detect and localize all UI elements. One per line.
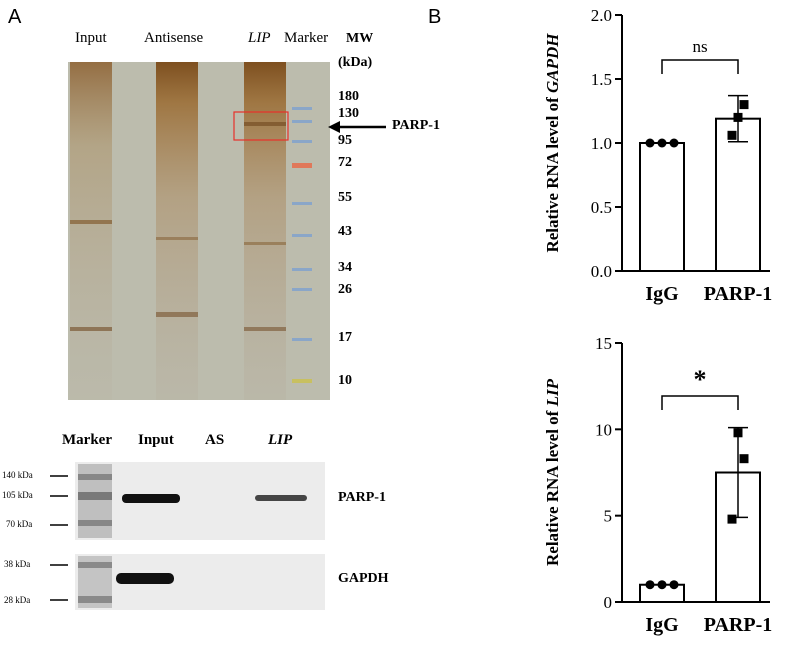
- data-point: [727, 514, 737, 524]
- ladder-label: 105 kDa: [2, 490, 33, 500]
- gel-lane-label-lip: LIP: [248, 30, 271, 46]
- ladder-label: 140 kDa: [2, 470, 33, 480]
- significance-label: ns: [692, 37, 707, 56]
- y-tick-label: 1.5: [591, 70, 612, 89]
- chart-gapdh: Relative RNA level of GAPDH 0.0 0.5 1.0 1.5 2…: [543, 6, 773, 305]
- silver-stained-gel: [68, 62, 330, 400]
- mw-tick: 55: [338, 190, 352, 205]
- gel-lane-lip: [244, 62, 286, 400]
- mw-header: MW: [346, 31, 374, 46]
- mw-tick: 34: [338, 260, 352, 275]
- wb-marker-smear: [78, 464, 112, 538]
- data-point: [739, 100, 749, 110]
- y-tick-label: 0.0: [591, 262, 612, 281]
- wb-band-gapdh-input: [116, 573, 174, 584]
- data-point: [645, 138, 655, 148]
- x-tick-label: PARP-1: [704, 283, 773, 305]
- wb-band-lip: [255, 495, 307, 501]
- x-tick-label: IgG: [645, 283, 679, 305]
- y-tick-label: 1.0: [591, 134, 612, 153]
- wb-parp1-blot: [50, 462, 325, 540]
- wb-membrane: [75, 554, 325, 610]
- significance-bracket: [661, 59, 739, 74]
- wb-lane-label-lip: LIP: [268, 432, 293, 448]
- data-point: [733, 428, 743, 438]
- wb-lane-label-input: Input: [138, 432, 174, 448]
- data-point: [645, 580, 655, 590]
- gel-lane-antisense: [156, 62, 198, 400]
- ladder-label: 38 kDa: [4, 559, 31, 569]
- gel-marker-lane: [292, 107, 312, 383]
- significance-bracket: [661, 395, 739, 410]
- significance-label: *: [694, 365, 707, 394]
- mw-tick: 130: [338, 106, 359, 121]
- bar: [715, 117, 761, 273]
- y-axis-title: Relative RNA level of LIP: [543, 378, 562, 566]
- parp1-arrow-icon: [328, 121, 386, 133]
- wb-blot-label-gapdh: GAPDH: [338, 571, 389, 586]
- y-tick-label: 5: [604, 507, 613, 526]
- gel-lane-label-marker: Marker: [284, 30, 329, 46]
- data-point: [669, 138, 679, 148]
- y-axis-title-gene: LIP: [543, 378, 562, 407]
- y-axis-title-text: Relative RNA level of: [543, 406, 562, 566]
- ladder-label: 70 kDa: [6, 519, 33, 529]
- gel-lane-input: [70, 62, 112, 400]
- panel-letter-b: B: [428, 6, 442, 28]
- panel-letter-a: A: [8, 6, 22, 28]
- data-point: [669, 580, 679, 590]
- data-point: [657, 580, 667, 590]
- mw-tick: 72: [338, 155, 352, 170]
- data-point: [739, 454, 749, 464]
- data-point: [727, 130, 737, 140]
- y-tick-label: 10: [595, 420, 612, 439]
- bar: [639, 142, 685, 272]
- wb-blot-label-parp1: PARP-1: [338, 490, 386, 505]
- data-point: [657, 138, 667, 148]
- mw-tick: 180: [338, 89, 359, 104]
- data-point: [733, 112, 743, 122]
- mw-tick: 17: [338, 330, 352, 345]
- y-axis-title: Relative RNA level of GAPDH: [543, 33, 562, 253]
- wb-lane-label-marker: Marker: [62, 432, 112, 448]
- gel-lane-label-input: Input: [75, 30, 107, 46]
- wb-band-input: [122, 494, 180, 503]
- y-tick-label: 0.5: [591, 198, 612, 217]
- mw-tick: 95: [338, 133, 352, 148]
- wb-marker-smear: [78, 556, 112, 608]
- gel-lane-label-antisense: Antisense: [144, 30, 204, 46]
- y-tick-label: 0: [604, 593, 613, 612]
- wb-gapdh-blot: [50, 554, 325, 610]
- mw-tick: 43: [338, 224, 352, 239]
- mw-tick: 26: [338, 282, 352, 297]
- mw-tick: 10: [338, 373, 352, 388]
- gel-band-pattern: [70, 122, 286, 331]
- y-axis-title-text: Relative RNA level of: [543, 93, 562, 253]
- x-tick-label: PARP-1: [704, 614, 773, 636]
- chart-lip: Relative RNA level of LIP 0 5 10 15 IgG PARP-1…: [543, 334, 773, 636]
- y-tick-label: 2.0: [591, 6, 612, 25]
- gel-arrow-label: PARP-1: [392, 118, 440, 133]
- y-axis-title-gene: GAPDH: [543, 33, 562, 93]
- wb-lane-label-as: AS: [205, 432, 225, 448]
- ladder-label: 28 kDa: [4, 595, 31, 605]
- parp1-band-highlight-box: [233, 111, 289, 141]
- mw-unit: (kDa): [338, 55, 373, 70]
- y-tick-label: 15: [595, 334, 612, 353]
- x-tick-label: IgG: [645, 614, 679, 636]
